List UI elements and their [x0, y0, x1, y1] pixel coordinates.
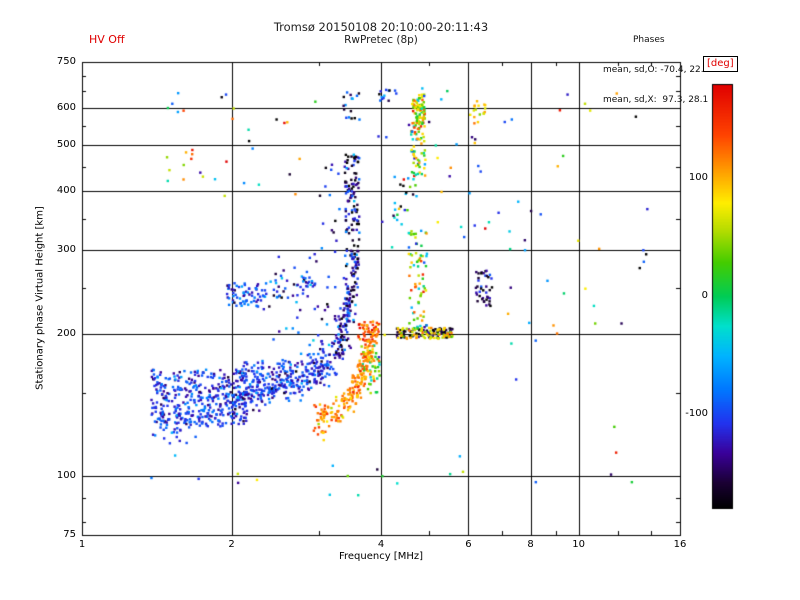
plot-subtitle: RwPretec (8p): [344, 34, 418, 46]
y-tick-label: 500: [56, 139, 76, 151]
x-tick-label: 2: [228, 539, 235, 550]
colorbar-unit-label: [deg]: [703, 56, 738, 72]
y-axis-label: Stationary phase Virtual Height [km]: [34, 206, 46, 390]
colorbar-tick-label: 0: [701, 290, 708, 301]
y-tick-label: 200: [56, 327, 76, 339]
x-tick-label: 16: [673, 539, 687, 550]
y-tick-label: 75: [63, 529, 76, 540]
phases-heading: Phases: [633, 35, 665, 45]
phases-mean-x: mean, sd,X: 97.3, 28.1: [603, 95, 709, 105]
phases-summary: Phases mean, sd,O: -70.4, 22.2 mean, sd,…: [603, 15, 709, 125]
y-tick-label: 750: [56, 56, 76, 67]
x-axis-label: Frequency [MHz]: [338, 551, 424, 562]
colorbar-tick-label: 100: [688, 172, 708, 184]
hv-status: HV Off: [89, 33, 125, 46]
y-tick-label: 400: [56, 185, 76, 197]
y-tick-label: 100: [56, 469, 76, 481]
y-tick-label: 600: [56, 101, 76, 113]
x-tick-label: 10: [572, 539, 585, 550]
plot-title: Tromsø 20150108 20:10:00-20:11:43: [273, 20, 489, 34]
x-tick-label: 8: [527, 539, 534, 550]
x-tick-label: 6: [465, 539, 472, 550]
phases-mean-o: mean, sd,O: -70.4, 22.2: [603, 65, 710, 75]
y-tick-label: 300: [56, 244, 76, 256]
x-tick-label: 4: [377, 539, 385, 550]
x-tick-label: 1: [78, 539, 86, 550]
colorbar-tick-label: -100: [685, 407, 708, 419]
